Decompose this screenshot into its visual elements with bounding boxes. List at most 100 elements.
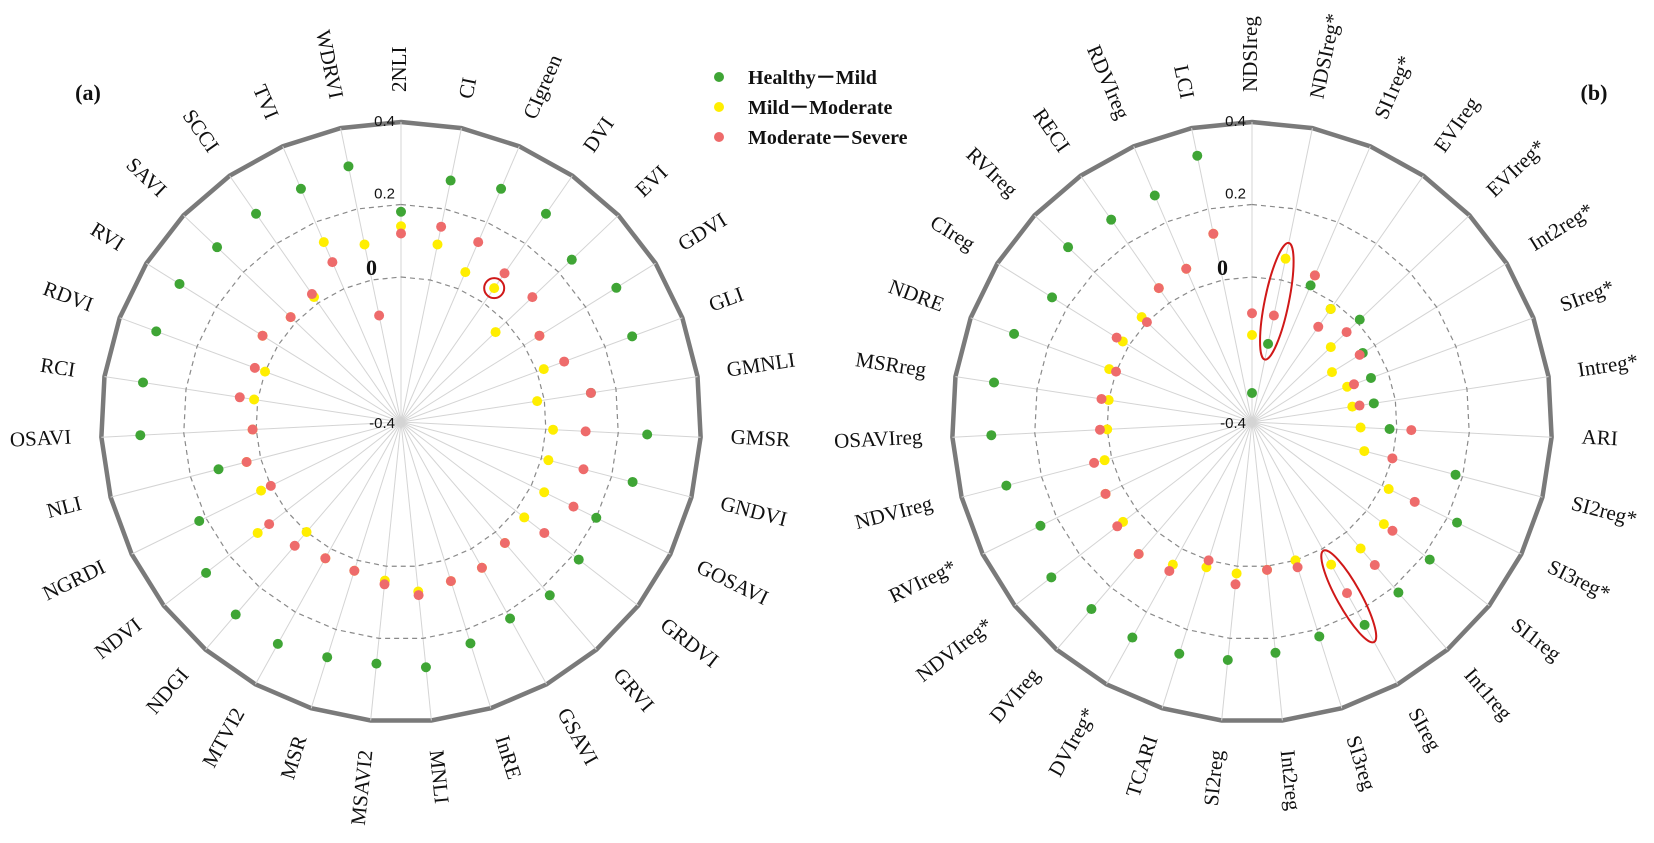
panel-a-point-healthy-mild-ndgi — [230, 609, 241, 620]
panel-b-category-label-osavireg: OSAVIreg — [834, 425, 924, 453]
panel-b-point-moderate-severe-dvireg — [1133, 549, 1144, 560]
panel-a-point-healthy-mild-savi — [212, 242, 223, 253]
panel-a-point-mild-moderate-rdvi — [260, 366, 271, 377]
panel-b-category-label-msrreg: MSRreg — [854, 347, 928, 382]
panel-a-tick-label-0-2: 0.2 — [374, 186, 395, 203]
panel-a-point-healthy-mild-ci — [445, 175, 456, 186]
panel-b-category-label-sireg: SIreg — [1404, 704, 1447, 756]
panel-b-category-label-si3reg: SI3reg — [1341, 733, 1381, 794]
panel-a-point-moderate-severe-evi — [527, 292, 538, 303]
panel-a-point-healthy-mild-mnli — [420, 662, 431, 673]
panel-b-category-label-si1reg-star: SI1reg* — [1369, 52, 1417, 123]
panel-b-tick-label-0-4: -0.4 — [1220, 415, 1246, 432]
panel-a-point-healthy-mild-evi — [566, 254, 577, 265]
panel-a-category-label-gndvi: GNDVI — [718, 491, 790, 531]
panel-a-point-healthy-mild-tvi — [295, 183, 306, 194]
panel-a-point-moderate-severe-gsavi — [476, 562, 487, 573]
panel-b-point-moderate-severe-ndsireg-star — [1268, 310, 1279, 321]
panel-a-category-label-ci: CI — [454, 75, 482, 100]
panel-a-point-moderate-severe-nli — [241, 456, 252, 467]
panel-b-point-moderate-severe-rvireg — [1141, 317, 1152, 328]
panel-a-point-moderate-severe-gmnli — [585, 387, 596, 398]
panel-a-point-mild-moderate-dvi — [489, 283, 500, 294]
panel-b-point-healthy-mild-rdvireg — [1149, 190, 1160, 201]
panel-b-point-moderate-severe-si3reg-star — [1409, 496, 1420, 507]
panel-b-category-label-dvireg: DVIreg — [985, 663, 1045, 728]
panel-a-point-moderate-severe-gosavi — [568, 501, 579, 512]
panel-a-point-healthy-mild-wdrvi — [343, 161, 354, 172]
panel-b-category-label-ndvireg-star: NDVIreg* — [911, 613, 997, 687]
panel-b-point-healthy-mild-ari — [1384, 423, 1395, 434]
panel-a-point-moderate-severe-savi — [285, 312, 296, 323]
panel-a-category-label-gli: GLI — [706, 282, 747, 317]
panel-b-spoke-lci — [1191, 128, 1253, 423]
panel-b-spoke-evireg — [1251, 175, 1424, 423]
panel-b-category-label-int1reg: Int1reg — [1460, 663, 1518, 725]
panel-a-point-healthy-mild-rdvi — [151, 326, 162, 337]
panel-a-category-label-gosavi: GOSAVI — [693, 555, 772, 610]
panel-a-point-mild-moderate-ci — [432, 239, 443, 250]
panel-a-point-healthy-mild-cigreen — [496, 183, 507, 194]
panel-a-point-healthy-mild-gmsr — [642, 429, 653, 440]
panel-a-point-moderate-severe-scci — [306, 289, 317, 300]
panel-b-highlight-sireg — [1320, 549, 1378, 644]
panel-a-category-label-savi: SAVI — [122, 152, 172, 201]
panel-b-category-label-ari: ARI — [1581, 425, 1618, 451]
panel-a-spoke-msavi2 — [370, 421, 402, 721]
panel-a-category-label-2nli: 2NLI — [387, 47, 411, 93]
legend-marker-mild-moderate — [714, 102, 724, 112]
panel-b-category-label-lci: LCI — [1169, 63, 1199, 101]
panel-a-spoke-evi — [400, 214, 619, 423]
panel-b-spoke-rvireg-star — [982, 421, 1253, 555]
legend-label-healthy-mild: Healthy－Mild — [748, 67, 877, 89]
panel-a-category-label-ndvi: NDVI — [90, 613, 146, 664]
legend-label-mild-moderate: Mild－Moderate — [748, 97, 893, 119]
panel-b-category-label-si2reg-star: SI2reg* — [1569, 491, 1639, 531]
panel-a-spoke-grdvi — [400, 421, 639, 607]
panel-b-point-moderate-severe-int2reg-star — [1354, 349, 1365, 360]
panel-a-gridline-0 — [255, 276, 547, 567]
panel-a-spoke-msr — [310, 421, 402, 709]
panel-b-point-moderate-severe-evireg-star — [1341, 327, 1352, 338]
panel-a-category-label-dvi: DVI — [578, 112, 619, 156]
panel-a-point-moderate-severe-ngrdi — [265, 480, 276, 491]
panel-b-point-healthy-mild-tcari — [1174, 648, 1185, 659]
panel-a-category-label-ndgi: NDGI — [141, 663, 193, 718]
panel-a-point-healthy-mild-gdvi — [611, 282, 622, 293]
panel-a-point-healthy-mild-mtvi2 — [272, 638, 283, 649]
panel-a-point-healthy-mild-msavi2 — [371, 658, 382, 669]
panel-b-point-healthy-mild-ndsireg — [1247, 388, 1257, 398]
panel-a-category-label-gmnli: GMNLI — [725, 348, 797, 382]
panel-a-tick-label-0-4: -0.4 — [369, 415, 395, 432]
panel-b-point-healthy-mild-ndre — [1009, 328, 1020, 339]
panel-a-point-healthy-mild-inre — [465, 638, 476, 649]
panel-b-point-healthy-mild-si2reg-star — [1450, 469, 1461, 480]
panel-b-point-moderate-severe-rdvireg — [1181, 263, 1192, 274]
panel-b-point-healthy-mild-lci — [1192, 150, 1203, 161]
panel-a-spoke-gmnli — [400, 376, 698, 423]
panel-a-category-label-grdvi: GRDVI — [656, 613, 723, 673]
panel-b-tick-label-0-2: 0.2 — [1225, 186, 1246, 203]
panel-b-point-healthy-mild-dvireg-star — [1127, 632, 1138, 643]
panel-a-point-mild-moderate-cigreen — [460, 267, 471, 278]
panel-b-spoke-ndsireg-star — [1251, 128, 1313, 423]
legend-marker-healthy-mild — [714, 72, 724, 82]
panel-a-point-moderate-severe-ndvi — [264, 519, 275, 530]
panel-a-spoke-inre — [400, 421, 492, 709]
panel-b-point-healthy-mild-si1reg — [1424, 554, 1435, 565]
panel-b-point-moderate-severe-tcari — [1203, 555, 1214, 566]
panel-a-point-moderate-severe-rvi — [257, 330, 268, 341]
panel-b-category-label-int2reg-star: Int2reg* — [1525, 198, 1598, 256]
panel-a-point-moderate-severe-gdvi — [534, 330, 545, 341]
panel-b-point-healthy-mild-dvireg — [1086, 604, 1097, 615]
panel-a-label: (a) — [75, 80, 101, 105]
panel-b-spoke-ari — [1251, 421, 1552, 438]
panel-b-point-moderate-severe-ndsireg — [1247, 308, 1257, 319]
panel-a-category-label-gsavi: GSAVI — [553, 704, 604, 769]
panel-a-point-healthy-mild-ngrdi — [194, 515, 205, 526]
panel-a-highlight-dvi — [483, 277, 506, 300]
panel-a-point-moderate-severe-mtvi2 — [320, 553, 331, 564]
panel-a-point-mild-moderate-wdrvi — [359, 239, 370, 250]
panel-b-category-label-si2reg: SI2reg — [1199, 748, 1229, 807]
